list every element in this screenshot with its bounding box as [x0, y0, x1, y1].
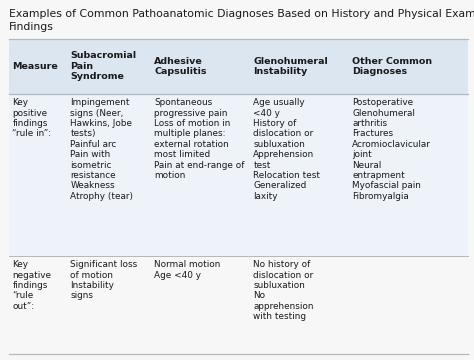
Text: Findings: Findings — [9, 22, 54, 32]
Text: Significant loss
of motion
Instability
signs: Significant loss of motion Instability s… — [70, 260, 137, 301]
Text: Impingement
signs (Neer,
Hawkins, Jobe
tests)
Painful arc
Pain with
isometric
re: Impingement signs (Neer, Hawkins, Jobe t… — [70, 98, 133, 201]
Text: Glenohumeral
Instability: Glenohumeral Instability — [253, 57, 328, 76]
Text: Measure: Measure — [12, 62, 58, 71]
Text: Key
positive
findings
“rule in”:: Key positive findings “rule in”: — [12, 98, 52, 139]
Text: No history of
dislocation or
subluxation
No
apprehension
with testing: No history of dislocation or subluxation… — [253, 260, 314, 321]
Bar — [9, 39, 468, 94]
Text: Age usually
<40 y
History of
dislocation or
subluxation
Apprehension
test
Reloca: Age usually <40 y History of dislocation… — [253, 98, 320, 201]
Bar — [9, 94, 468, 256]
Text: Adhesive
Capsulitis: Adhesive Capsulitis — [155, 57, 207, 76]
Text: Other Common
Diagnoses: Other Common Diagnoses — [352, 57, 432, 76]
Text: Normal motion
Age <40 y: Normal motion Age <40 y — [155, 260, 221, 280]
Bar — [9, 256, 468, 354]
Text: Postoperative
Glenohumeral
arthritis
Fractures
Acromioclavicular
joint
Neural
en: Postoperative Glenohumeral arthritis Fra… — [352, 98, 431, 201]
Text: Spontaneous
progressive pain
Loss of motion in
multiple planes:
external rotatio: Spontaneous progressive pain Loss of mot… — [155, 98, 245, 180]
Text: Key
negative
findings
“rule
out”:: Key negative findings “rule out”: — [12, 260, 51, 311]
Text: Examples of Common Pathoanatomic Diagnoses Based on History and Physical Examina: Examples of Common Pathoanatomic Diagnos… — [9, 9, 474, 19]
Text: Subacromial
Pain
Syndrome: Subacromial Pain Syndrome — [70, 51, 137, 81]
